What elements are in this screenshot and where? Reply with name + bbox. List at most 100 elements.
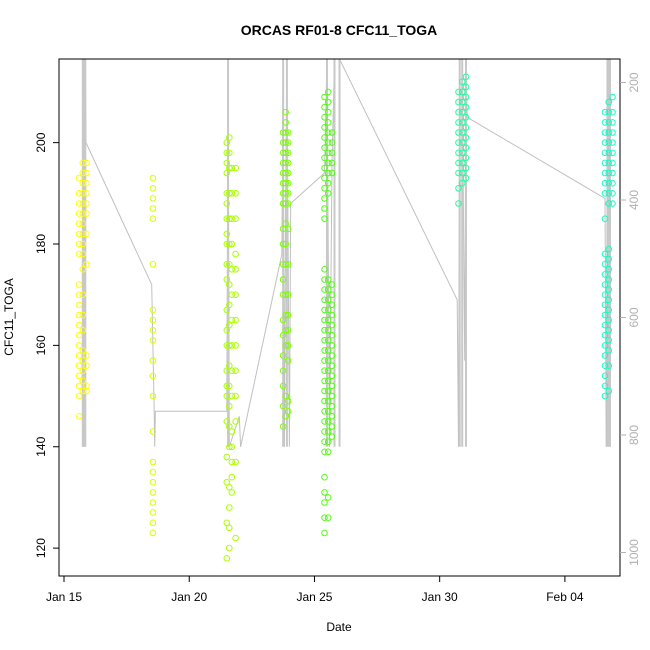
data-point	[324, 179, 332, 187]
data-point	[328, 321, 336, 329]
data-point	[149, 326, 157, 334]
data-point	[149, 215, 157, 222]
data-point	[455, 159, 462, 167]
data-point	[324, 448, 332, 456]
data-point	[284, 139, 292, 146]
data-point	[83, 382, 90, 390]
data-point	[605, 108, 613, 116]
data-point	[601, 352, 609, 359]
data-point	[458, 129, 466, 136]
data-point	[321, 266, 328, 273]
data-point	[279, 423, 287, 430]
data-point	[321, 529, 328, 537]
data-point	[284, 179, 292, 187]
data-point	[282, 291, 290, 299]
data-point	[462, 154, 470, 162]
data-point	[458, 98, 466, 106]
data-point	[75, 190, 83, 197]
data-point	[321, 316, 328, 324]
data-point	[223, 519, 231, 527]
data-point	[328, 139, 336, 146]
data-point	[282, 169, 290, 177]
data-point	[232, 190, 239, 197]
data-point	[284, 159, 292, 167]
data-point	[609, 93, 616, 101]
data-point	[324, 119, 332, 126]
data-point	[328, 301, 336, 309]
data-point	[279, 179, 287, 187]
data-point	[79, 311, 87, 319]
y-right-tick-label: 600	[627, 307, 641, 327]
data-point	[321, 215, 328, 222]
data-point	[609, 119, 616, 126]
data-point	[279, 190, 287, 197]
data-point	[328, 159, 336, 167]
data-point	[609, 190, 616, 197]
data-point	[228, 443, 236, 451]
data-point	[601, 392, 609, 400]
data-point	[228, 266, 236, 273]
data-point	[324, 98, 332, 106]
data-point	[282, 220, 290, 227]
data-point	[321, 489, 328, 496]
data-point	[324, 286, 332, 293]
data-point	[75, 220, 83, 227]
data-point	[83, 200, 90, 207]
data-point	[83, 261, 90, 268]
data-point	[232, 164, 239, 172]
data-point	[605, 179, 613, 187]
x-axis: Jan 15 Jan 20 Jan 25 Jan 30 Feb 04	[46, 575, 584, 604]
data-point	[328, 433, 336, 440]
y-tick-label: 200	[34, 132, 48, 152]
x-tick-label: Jan 25	[296, 590, 332, 604]
data-point	[328, 281, 336, 288]
data-point	[605, 347, 613, 354]
data-point	[149, 205, 157, 212]
data-point	[321, 438, 328, 446]
data-point	[324, 387, 332, 395]
data-point	[149, 392, 157, 400]
data-point	[458, 169, 466, 177]
data-point	[226, 342, 233, 349]
data-point	[75, 362, 83, 370]
data-point	[282, 261, 290, 268]
data-point	[79, 387, 87, 395]
data-point	[605, 316, 613, 324]
data-point	[282, 159, 290, 167]
data-point	[455, 169, 462, 177]
data-point	[321, 337, 328, 344]
data-point	[605, 286, 613, 293]
data-point	[79, 367, 87, 375]
data-point	[223, 190, 231, 197]
data-point	[232, 291, 239, 299]
x-tick-label: Jan 30	[422, 590, 458, 604]
data-point	[282, 179, 290, 187]
data-point	[328, 331, 336, 339]
data-point	[228, 316, 236, 324]
data-point	[79, 179, 87, 187]
data-point	[282, 119, 290, 126]
data-point	[605, 306, 613, 314]
data-point	[321, 134, 328, 141]
data-point	[324, 129, 332, 136]
data-point	[282, 108, 290, 116]
data-point	[75, 250, 83, 258]
data-point	[328, 413, 336, 420]
data-point	[284, 311, 292, 319]
data-point	[284, 149, 292, 157]
data-point	[609, 108, 616, 116]
data-point	[226, 504, 233, 511]
data-point	[605, 200, 613, 207]
data-point	[75, 352, 83, 359]
data-point	[282, 342, 290, 349]
data-point	[321, 326, 328, 334]
data-point	[462, 134, 470, 141]
data-point	[79, 266, 87, 273]
data-point	[458, 159, 466, 167]
data-point	[279, 225, 287, 233]
data-point	[228, 190, 236, 197]
data-point	[601, 190, 609, 197]
data-point	[455, 185, 462, 192]
data-point	[149, 372, 157, 380]
data-point	[223, 261, 231, 268]
